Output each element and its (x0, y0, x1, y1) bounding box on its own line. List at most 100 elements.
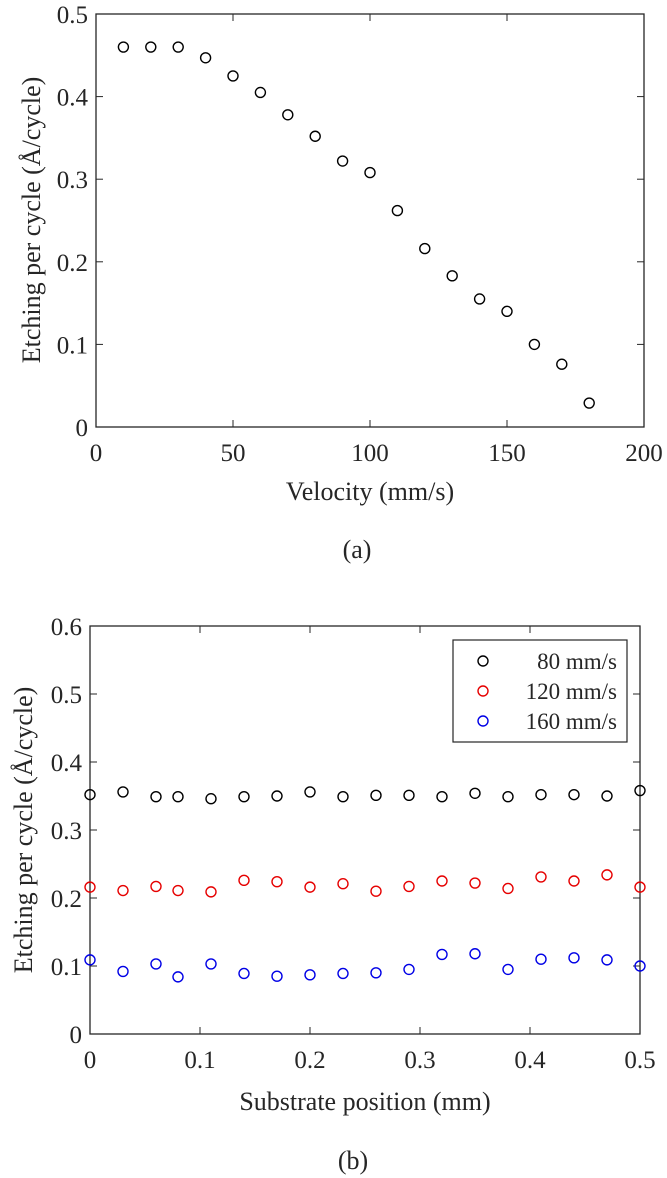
chart-a-axes-box (95, 13, 645, 428)
chart-b-point (601, 954, 613, 966)
chart-b-point (271, 970, 283, 982)
chart-a-caption: (a) (343, 535, 372, 564)
chart-b-point (502, 882, 514, 895)
y-tick-label: 0.3 (57, 167, 88, 194)
chart-b-point (403, 880, 415, 893)
chart-a-point (501, 305, 513, 318)
chart-b-point (150, 880, 162, 893)
chart-b-point (634, 784, 646, 797)
chart-a-point (309, 130, 321, 142)
chart-b-point (238, 790, 250, 803)
chart-b-point (271, 790, 283, 802)
chart-b-point (568, 788, 580, 801)
chart-b-point (601, 869, 613, 881)
x-tick-label: 0 (84, 1047, 97, 1074)
chart-b-point (403, 963, 415, 976)
y-tick-label: 0.2 (57, 250, 88, 277)
chart-b-point (568, 952, 580, 964)
chart-a-point (282, 109, 294, 121)
legend-label: 160 mm/s (526, 709, 617, 734)
chart-b-point (304, 881, 316, 893)
x-tick-label: 50 (221, 440, 246, 467)
y-tick-label: 0.1 (51, 954, 82, 981)
y-tick-label: 0.3 (51, 818, 82, 845)
x-tick-label: 0.4 (514, 1047, 546, 1074)
chart-b-point (370, 885, 382, 897)
chart-b-points (84, 784, 646, 983)
chart-b-point (601, 790, 613, 802)
chart-b-point (304, 786, 316, 798)
chart-b-point (535, 788, 547, 801)
chart-b-point (469, 877, 481, 889)
chart-b-point (469, 787, 481, 799)
chart-b-ylabel: Etching per cycle (Å/cycle) (9, 687, 38, 974)
chart-b-point (172, 971, 184, 983)
y-tick-label: 0.5 (51, 682, 82, 709)
chart-b-point (84, 881, 96, 893)
chart-a-point (446, 270, 458, 282)
chart-b-point (370, 789, 382, 802)
chart-a-point (254, 86, 267, 99)
chart-b-point (337, 790, 349, 803)
chart-b-point (117, 786, 129, 798)
x-tick-label: 0.5 (624, 1047, 655, 1074)
chart-b-legend: 80 mm/s 120 mm/s 160 mm/s (452, 639, 628, 743)
chart-a-point (172, 41, 184, 53)
chart-b-point (436, 875, 448, 887)
chart-b-point (337, 878, 349, 890)
chart-b-point (205, 793, 217, 805)
y-tick-label: 0.2 (51, 886, 82, 913)
y-tick-label: 0.6 (51, 614, 82, 641)
chart-b-point (304, 969, 316, 981)
chart-b-xlabel: Substrate position (mm) (239, 1087, 490, 1116)
chart-b-caption: (b) (338, 1146, 368, 1175)
chart-a-point (391, 204, 404, 217)
chart-b-point (469, 948, 481, 960)
chart-b-point (634, 881, 646, 893)
chart-a: 0 50 100 150 200 0 0.1 0.2 0.3 0.4 0.5 Velocity (m… (17, 2, 663, 564)
x-tick-label: 0.3 (404, 1047, 435, 1074)
x-tick-label: 100 (351, 440, 389, 467)
chart-a-point (117, 41, 130, 53)
chart-b-point (370, 967, 382, 979)
chart-b-point (403, 789, 415, 802)
chart-b-point (535, 953, 547, 965)
chart-b-point (337, 967, 349, 980)
y-tick-label: 0 (76, 415, 89, 442)
chart-b-point (502, 790, 514, 803)
chart-a-point (556, 358, 568, 370)
chart-a-ylabel: Etching per cycle (Å/cycle) (17, 77, 46, 364)
chart-a-point (583, 397, 595, 409)
chart-b-point (238, 874, 250, 887)
chart-b-point (117, 884, 129, 897)
chart-b-point (117, 965, 129, 978)
y-tick-label: 0 (70, 1022, 83, 1049)
chart-a-points (117, 41, 595, 409)
chart-b-point (172, 790, 184, 803)
chart-b-ticks: 0 0.1 0.2 0.3 0.4 0.5 0 0.1 0.2 0.3 0.4 0.5 0.6 (51, 614, 656, 1074)
chart-b-point (271, 875, 283, 888)
chart-b-point (634, 960, 646, 972)
chart-b-point (150, 958, 162, 970)
chart-a-point (199, 52, 212, 64)
x-tick-label: 0.2 (294, 1047, 325, 1074)
chart-b-point (238, 967, 250, 980)
y-tick-label: 0.4 (57, 85, 89, 112)
chart-b-point (502, 963, 514, 976)
chart-a-point (419, 242, 431, 255)
chart-a-ticks: 0 50 100 150 200 0 0.1 0.2 0.3 0.4 0.5 (57, 2, 663, 467)
chart-b-point (84, 954, 96, 966)
y-tick-label: 0.1 (57, 332, 88, 359)
chart-a-point (227, 70, 239, 82)
y-tick-label: 0.5 (57, 2, 88, 29)
legend-label: 120 mm/s (526, 679, 617, 704)
chart-b-point (205, 958, 217, 970)
legend-marker (477, 685, 489, 697)
x-tick-label: 200 (625, 440, 663, 467)
x-tick-label: 0 (90, 440, 103, 467)
chart-b-point (172, 884, 184, 897)
legend-box (452, 639, 628, 743)
chart-a-point (528, 338, 541, 351)
legend-label: 80 mm/s (537, 649, 617, 674)
